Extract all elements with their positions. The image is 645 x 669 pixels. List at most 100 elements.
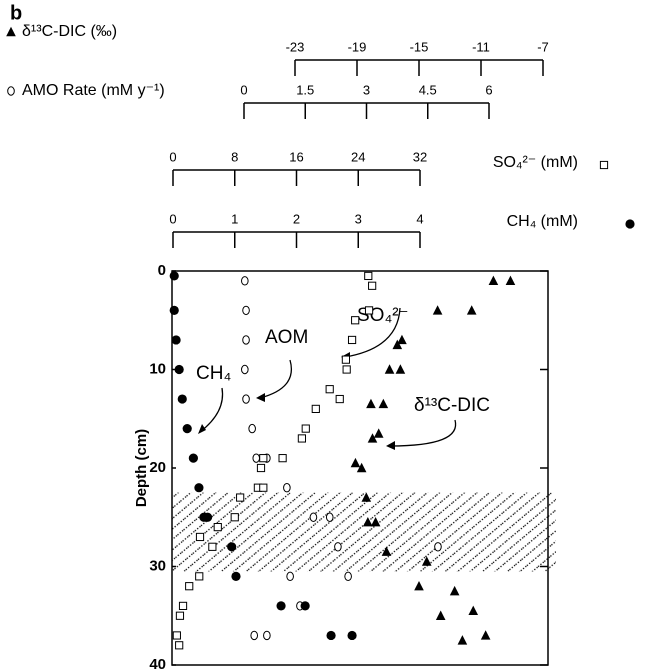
data-point [334,542,342,552]
legend-symbol [6,26,16,37]
data-point [342,365,351,374]
data-point [414,581,424,591]
data-point [259,483,268,492]
data-point [263,630,271,641]
x-tick-label: -19 [348,39,367,54]
y-tick-label: 30 [149,557,166,574]
data-point [367,433,378,443]
arrowhead [198,424,206,434]
arrow [259,359,292,399]
data-point [242,394,250,404]
data-point [286,571,294,582]
data-point [250,630,259,641]
arrowhead [256,393,265,402]
data-point [347,335,357,345]
zone [172,492,556,572]
data-point [397,334,407,345]
data-point [297,434,307,443]
data-point [325,512,334,522]
data-point [171,335,181,345]
annotation: δ¹³C-DIC [414,395,490,416]
data-point [488,275,499,286]
data-point [370,516,381,527]
data-point [178,601,188,610]
data-point [283,483,291,493]
data-point [208,542,217,551]
y-tick-label: 40 [149,656,166,669]
data-point [449,585,460,596]
data-point [231,571,241,581]
data-point [252,453,261,463]
data-point [259,454,268,463]
data-point [366,398,376,409]
x-tick-label: 0 [240,82,247,97]
data-point [347,630,357,641]
x-tick-label: -7 [537,39,549,54]
data-point [350,457,361,468]
x-tick-label: 16 [289,149,303,164]
x-tick-label: 0 [169,211,176,226]
data-point [194,483,204,493]
x-tick-label: 4 [416,211,423,226]
data-point [202,512,213,522]
data-point [325,385,334,394]
data-point [326,630,336,641]
y-tick-label: 10 [149,360,166,377]
legend-symbol [7,86,15,96]
arrow [199,387,224,433]
x-tick-label: 3 [355,211,362,226]
data-point [480,630,491,640]
x-tick-label: 8 [231,149,238,164]
data-point [242,305,250,316]
legend-label: SO₄²⁻ (mM) [493,154,578,171]
data-point [309,512,318,522]
x-tick-label: 3 [363,82,370,97]
data-point [432,305,443,315]
data-point [395,364,406,374]
data-point [434,542,442,552]
data-point [174,364,184,375]
data-point [236,493,245,502]
data-point [384,364,395,374]
data-point [185,582,194,591]
data-point [364,271,373,281]
x-tick-label: 32 [413,149,427,164]
data-point [301,424,310,433]
panel-label: b [10,2,22,24]
data-point [361,492,372,502]
annotation: CH₄ [196,363,231,384]
data-point [175,611,185,620]
data-point [188,453,198,463]
x-tick-label: -23 [286,39,305,54]
annotation: AOM [265,327,308,348]
arrow [344,307,401,358]
data-point [172,631,181,640]
data-point [195,572,204,581]
x-tick-label: 1 [231,211,238,226]
x-tick-label: 1.5 [296,82,314,97]
data-point [276,601,286,611]
data-point [227,542,237,552]
data-point [195,532,205,542]
y-tick-label: 20 [149,459,166,476]
x-tick-label: 6 [485,82,492,97]
data-point [421,556,432,566]
data-point [182,424,192,434]
data-point [300,601,310,611]
data-point [335,394,344,404]
data-point [468,605,479,616]
x-tick-label: 24 [351,149,365,164]
data-point [169,271,179,281]
data-point [242,335,250,345]
data-point [175,641,184,650]
data-point [435,610,446,620]
legend-symbol [625,219,635,229]
data-point [169,305,179,315]
data-point [241,276,249,286]
data-point [344,571,352,582]
data-point [381,546,392,556]
data-point [378,398,389,409]
legend-label: CH₄ (mM) [507,213,578,230]
data-point [363,516,373,527]
